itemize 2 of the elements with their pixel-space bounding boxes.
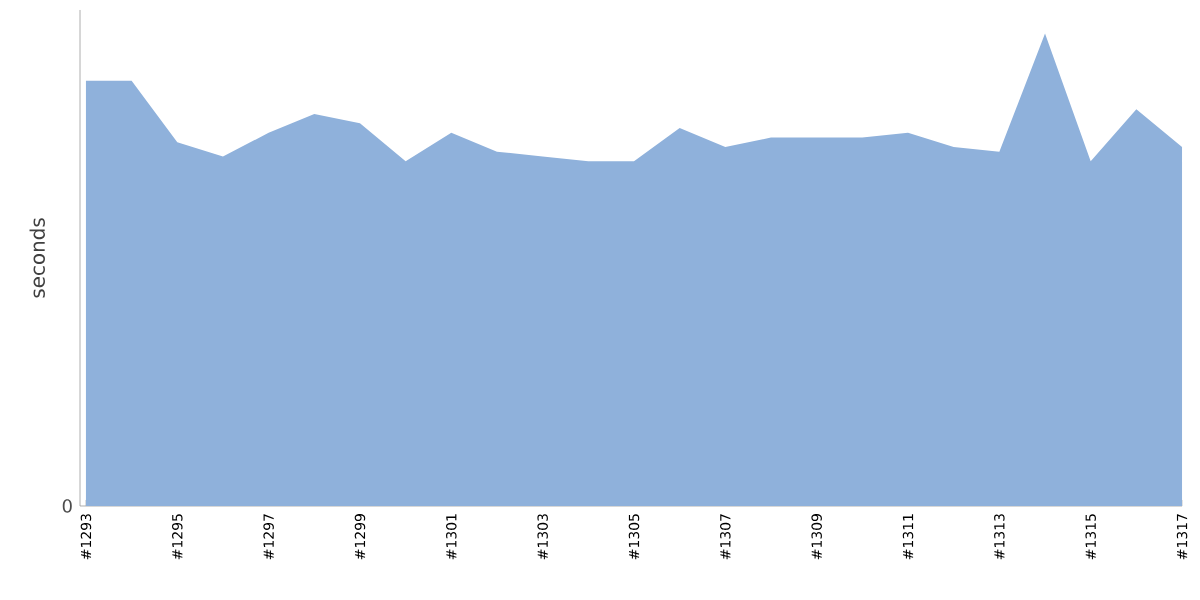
text: 0 xyxy=(62,499,72,513)
y-axis-title: seconds xyxy=(29,218,45,298)
